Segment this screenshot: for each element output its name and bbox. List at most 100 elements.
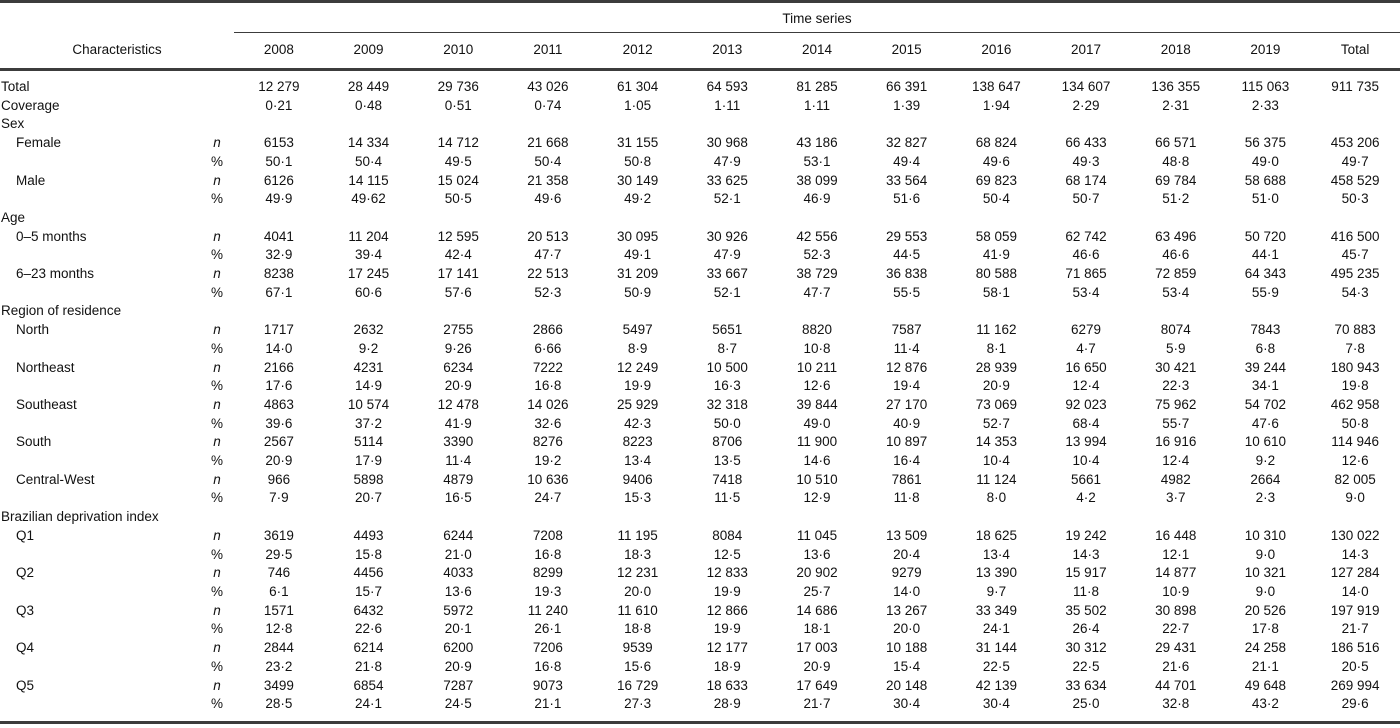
table-cell: 33 349: [975, 602, 1017, 618]
table-cell: 53·1: [803, 153, 831, 169]
table-cell: 24·5: [444, 696, 472, 712]
table-cell: 7587: [891, 322, 922, 338]
table-cell: 14 686: [796, 602, 838, 618]
table-cell: 66 433: [1065, 135, 1107, 151]
spanner-row: Time series: [0, 1, 1400, 33]
table-cell: 32 318: [706, 396, 748, 412]
table-cell: 53·4: [1162, 284, 1190, 300]
table-cell: 21·1: [1251, 658, 1279, 674]
table-row: Q4 n 2844 6214 6200 7206 9539 12 177 17 003 10 18…: [0, 639, 1400, 658]
table-row: % 6·1 15·7 13·6 19·3 20·0 19·9 25·7 14·0 9·7 11·8 1…: [0, 583, 1400, 602]
stat-label: %: [210, 247, 223, 263]
table-cell: 28·5: [265, 696, 293, 712]
table-cell: 136 355: [1151, 79, 1201, 94]
table-cell: 62 742: [1065, 228, 1107, 244]
year-column-header: 2013: [682, 32, 773, 71]
table-cell: 10·4: [982, 453, 1010, 469]
section-label: Sex: [1, 116, 25, 132]
year-column-header: 2012: [592, 32, 683, 71]
table-cell: 8706: [712, 434, 743, 450]
table-cell: 16·5: [444, 490, 472, 506]
stat-label: n: [213, 359, 221, 375]
table-cell: 49·62: [351, 191, 386, 207]
table-cell: 15·8: [355, 546, 383, 562]
table-cell: 2755: [443, 322, 474, 338]
table-cell: 911 735: [1331, 79, 1380, 94]
year-column-header: 2017: [1041, 32, 1131, 71]
table-cell: 11 610: [617, 602, 658, 618]
table-cell: 6153: [263, 135, 294, 151]
table-cell: 10 310: [1244, 527, 1287, 543]
table-cell: 27 170: [886, 396, 928, 412]
stat-label: n: [213, 396, 221, 412]
table-cell: 20·0: [624, 583, 652, 599]
table-cell: 2·3: [1255, 490, 1276, 506]
table-cell: 138 647: [971, 79, 1021, 94]
table-cell: 73 069: [975, 396, 1017, 412]
table-cell: 6126: [263, 172, 294, 188]
table-cell: 28 449: [347, 79, 390, 94]
table-cell: 64 593: [706, 79, 748, 94]
table-cell: 24·1: [355, 696, 383, 712]
table-cell: 2844: [263, 640, 294, 656]
table-cell: 12·9: [803, 490, 831, 506]
table-cell: 39·6: [265, 415, 293, 431]
table-cell: 11 204: [348, 228, 389, 244]
table-cell: 14·9: [355, 378, 383, 394]
table-cell: 25·0: [1072, 696, 1100, 712]
table-cell: 48·8: [1162, 153, 1190, 169]
row-label: [0, 620, 200, 639]
stat-label: n: [213, 266, 221, 282]
table-row: % 29·5 15·8 21·0 16·8 18·3 12·5 13·6 20·4 13·4 14·…: [0, 546, 1400, 565]
table-cell: 14·0: [265, 340, 293, 356]
row-label: [0, 153, 200, 172]
table-cell: 2632: [353, 322, 384, 338]
year-column-header: 2018: [1130, 32, 1221, 71]
table-cell: 4493: [353, 527, 384, 543]
table-cell: 11 045: [796, 527, 838, 543]
table-cell: 8820: [801, 322, 832, 338]
table-cell: 15·3: [624, 490, 652, 506]
table-cell: 180 943: [1330, 359, 1380, 375]
table-cell: 49·9: [265, 191, 293, 207]
table-cell: 51·6: [893, 191, 921, 207]
table-cell: 30 149: [616, 172, 659, 188]
table-cell: 75 962: [1155, 396, 1197, 412]
table-cell: 2567: [263, 434, 294, 450]
table-row: Q3 n 1571 6432 5972 11 240 11 610 12 866 14 686 1…: [0, 602, 1400, 621]
table-cell: 14·0: [893, 583, 921, 599]
table-cell: 33 667: [706, 266, 748, 282]
section-row: Age: [0, 209, 1400, 228]
table-cell: 27·3: [624, 696, 652, 712]
table-row: % 50·1 50·4 49·5 50·4 50·8 47·9 53·1 49·4 49·6 49·…: [0, 153, 1400, 172]
table-cell: 14 334: [347, 135, 390, 151]
table-cell: 17·9: [355, 453, 383, 469]
table-cell: 1·11: [714, 97, 741, 113]
row-label: [0, 583, 200, 602]
row-label: [0, 658, 200, 677]
table-cell: 21·1: [534, 696, 562, 712]
table-cell: 12 231: [616, 565, 659, 581]
table-cell: 20·7: [355, 490, 383, 506]
table-cell: 6·1: [269, 583, 289, 599]
table-cell: 197 919: [1330, 602, 1380, 618]
characteristics-header: Characteristics: [0, 32, 234, 71]
table-cell: 19·9: [713, 621, 741, 637]
table-cell: 92 023: [1065, 396, 1107, 412]
table-cell: 22·5: [982, 658, 1010, 674]
table-row: Coverage 0·21 0·48 0·51 0·74 1·05 1·11 1·11 1·39…: [0, 97, 1400, 116]
stat-label: %: [210, 415, 223, 431]
year-column-header: 2009: [323, 32, 414, 71]
table-cell: 50·4: [982, 191, 1010, 207]
table-cell: 127 284: [1330, 565, 1380, 581]
row-label: Central-West: [16, 471, 95, 487]
table-cell: 1·39: [893, 97, 921, 113]
table-cell: 68 824: [975, 135, 1017, 151]
row-label: [0, 284, 200, 303]
table-cell: 60·6: [355, 284, 383, 300]
row-label: Male: [16, 172, 46, 188]
table-cell: 16·8: [534, 378, 562, 394]
row-label: Q5: [16, 677, 35, 693]
table-cell: 10 510: [796, 471, 838, 487]
table-cell: 66 391: [886, 79, 928, 94]
